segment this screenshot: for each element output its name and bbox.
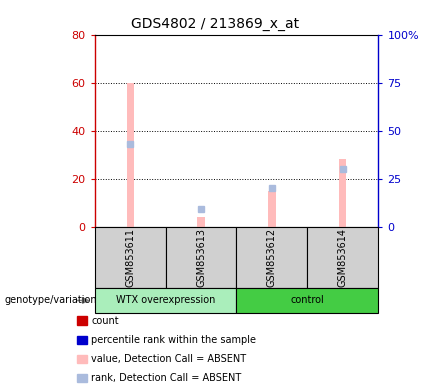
Bar xyxy=(237,288,378,313)
Bar xyxy=(95,288,237,313)
Text: GSM853612: GSM853612 xyxy=(267,228,277,287)
Bar xyxy=(197,217,205,227)
Bar xyxy=(95,227,166,288)
Text: rank, Detection Call = ABSENT: rank, Detection Call = ABSENT xyxy=(91,373,241,383)
Text: value, Detection Call = ABSENT: value, Detection Call = ABSENT xyxy=(91,354,246,364)
Text: control: control xyxy=(291,295,324,306)
Bar xyxy=(307,227,378,288)
Bar xyxy=(166,227,237,288)
Text: genotype/variation: genotype/variation xyxy=(4,295,97,306)
Bar xyxy=(339,159,347,227)
Text: count: count xyxy=(91,316,119,326)
Text: GDS4802 / 213869_x_at: GDS4802 / 213869_x_at xyxy=(131,17,299,31)
Text: GSM853611: GSM853611 xyxy=(125,228,135,287)
Text: percentile rank within the sample: percentile rank within the sample xyxy=(91,335,256,345)
Text: GSM853614: GSM853614 xyxy=(338,228,348,287)
Text: WTX overexpression: WTX overexpression xyxy=(116,295,215,306)
Bar xyxy=(237,227,307,288)
Text: GSM853613: GSM853613 xyxy=(196,228,206,287)
Bar xyxy=(126,83,134,227)
Bar xyxy=(268,190,276,227)
